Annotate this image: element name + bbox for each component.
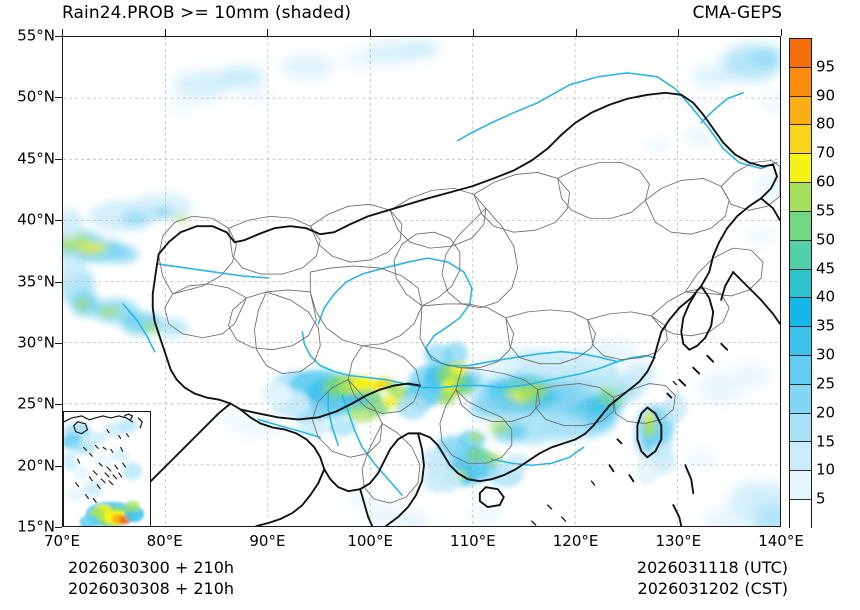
latitude-tick-label: 15°N [17, 517, 55, 536]
colorbar-segment [790, 125, 811, 155]
latitude-tick-mark [55, 158, 62, 160]
colorbar-segment [790, 384, 811, 414]
footer-valid-utc: 2026031118 (UTC) [636, 558, 788, 577]
latitude-tick-label: 55°N [17, 26, 55, 45]
longitude-tick-mark [267, 29, 269, 36]
longitude-tick-label: 120°E [552, 532, 599, 550]
colorbar-tick-label: 15 [816, 432, 836, 451]
colorbar-tick-label: 10 [816, 460, 836, 479]
longitude-tick-label: 140°E [758, 532, 804, 550]
longitude-tick-label: 110°E [450, 532, 496, 550]
probability-colorbar [789, 38, 812, 529]
map-canvas [63, 37, 780, 526]
inset-hot-cluster [79, 500, 145, 526]
latitude-tick-label: 50°N [17, 87, 55, 106]
latitude-tick-mark [55, 342, 62, 344]
colorbar-segment [790, 67, 811, 97]
colorbar-segment [790, 298, 811, 328]
model-label: CMA-GEPS [692, 3, 782, 23]
latitude-tick-label: 30°N [17, 333, 55, 352]
longitude-tick-mark [781, 29, 782, 36]
colorbar-labels: 95 90 80 70 60 55 50 45 40 35 30 25 20 15 10 5 [816, 38, 860, 528]
colorbar-tick-label: 80 [816, 114, 836, 133]
latitude-tick-mark [55, 281, 62, 283]
colorbar-segment [790, 413, 811, 443]
map-gridlines [63, 37, 780, 526]
colorbar-segment [790, 471, 811, 500]
colorbar-tick-label: 20 [816, 403, 836, 422]
longitude-tick-mark [62, 29, 63, 36]
longitude-tick-label: 100°E [347, 532, 393, 550]
footer-init-cst: 2026030308 + 210h [68, 579, 235, 598]
latitude-tick-label: 40°N [17, 210, 55, 229]
colorbar-segment [790, 355, 811, 385]
latitude-tick-label: 25°N [17, 394, 55, 413]
colorbar-segment [790, 211, 811, 241]
longitude-tick-mark [164, 29, 166, 36]
province-borders-layer [158, 160, 780, 504]
latitude-tick-label: 20°N [17, 456, 55, 475]
south-china-sea-inset [63, 411, 151, 526]
latitude-tick-label: 35°N [17, 272, 55, 290]
inset-coastlines [64, 413, 143, 435]
colorbar-tick-label: 30 [816, 345, 836, 364]
colorbar-tick-label: 70 [816, 143, 836, 162]
colorbar-tick-label: 5 [816, 489, 826, 508]
longitude-tick-mark [575, 29, 577, 36]
colorbar-segment [790, 327, 811, 356]
colorbar-segment [790, 500, 811, 529]
colorbar-tick-label: 45 [816, 259, 836, 278]
colorbar-tick-label: 40 [816, 287, 836, 306]
footer-valid-cst: 2026031202 (CST) [637, 579, 788, 598]
footer-init-times: 2026030300 + 210h 2026030308 + 210h [68, 557, 234, 599]
colorbar-tick-label: 50 [816, 230, 836, 249]
latitude-tick-label: 45°N [17, 149, 55, 168]
colorbar-segment [790, 442, 811, 472]
latitude-tick-mark [55, 220, 62, 222]
colorbar-segment [790, 39, 811, 68]
latitude-tick-mark [55, 36, 62, 37]
colorbar-tick-label: 25 [816, 374, 836, 393]
longitude-tick-mark [370, 29, 372, 36]
longitude-tick-mark [678, 29, 680, 36]
island-marks-layer [531, 380, 677, 526]
inset-island-marks [75, 429, 130, 503]
longitude-tick-label: 90°E [249, 532, 286, 550]
colorbar-tick-label: 90 [816, 86, 836, 105]
longitude-tick-label: 80°E [146, 532, 183, 550]
colorbar-segment [790, 96, 811, 126]
latitude-tick-mark [55, 527, 62, 528]
colorbar-tick-label: 35 [816, 316, 836, 335]
inset-shading [64, 418, 143, 503]
colorbar-segment [790, 183, 811, 212]
longitude-tick-label: 130°E [655, 532, 702, 550]
longitude-tick-label: 70°E [43, 532, 81, 550]
latitude-tick-mark [55, 97, 62, 99]
colorbar-segment [790, 269, 811, 299]
latitude-tick-mark [55, 465, 62, 467]
footer-init-utc: 2026030300 + 210h [68, 558, 235, 577]
page-title: Rain24.PROB >= 10mm (shaded) [62, 3, 352, 23]
colorbar-segment [790, 154, 811, 184]
probability-shading-layer [63, 40, 780, 526]
map-plot-area [62, 36, 781, 527]
colorbar-tick-label: 95 [816, 57, 836, 76]
footer-valid-times: 2026031118 (UTC) 2026031202 (CST) [637, 557, 788, 599]
rivers-layer [122, 72, 778, 496]
latitude-tick-mark [55, 404, 62, 406]
inset-canvas [64, 413, 145, 526]
colorbar-tick-label: 55 [816, 201, 836, 220]
colorbar-segment [790, 240, 811, 270]
colorbar-tick-label: 60 [816, 172, 836, 191]
longitude-tick-mark [472, 29, 474, 36]
